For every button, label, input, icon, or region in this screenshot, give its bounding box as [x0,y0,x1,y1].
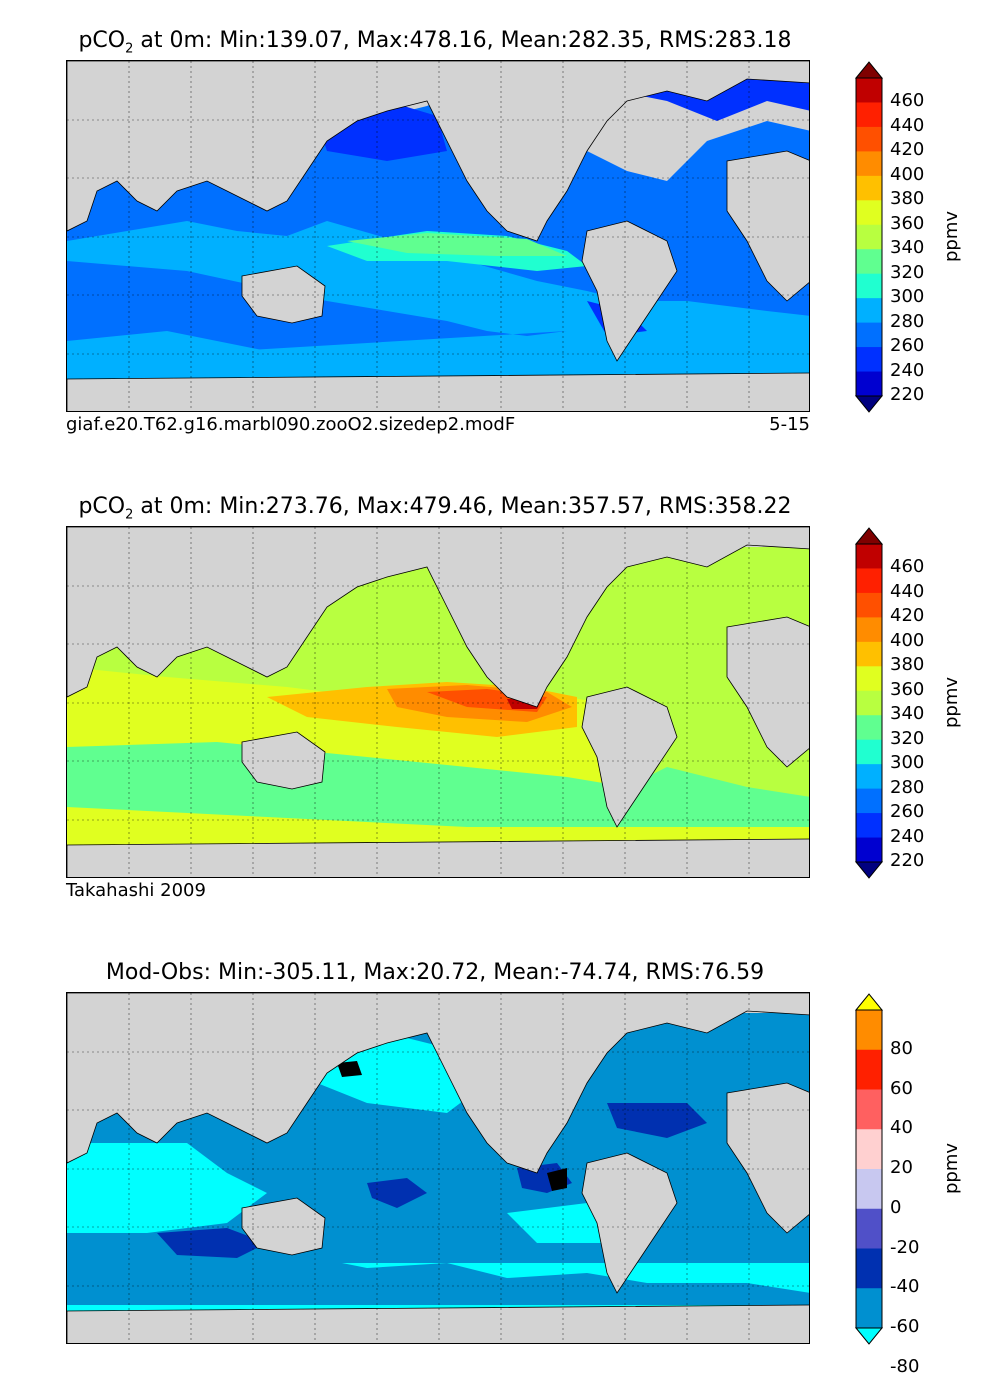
colorbar-tick-label: 320 [890,727,925,749]
world-map [66,526,810,878]
colorbar-unit: ppmv [941,210,963,263]
colorbar-swatch [856,813,882,839]
colorbar-extend-min [854,861,884,879]
colorbar-tick-label: 340 [890,237,925,259]
colorbar [854,61,884,413]
colorbar-swatch [856,1089,882,1130]
panel-title: pCO2 at 0m: Min:273.76, Max:479.46, Mean… [78,494,792,523]
panel-title: pCO2 at 0m: Min:139.07, Max:478.16, Mean… [78,28,792,57]
colorbar [854,527,884,879]
colorbar-swatches [854,993,884,1345]
colorbar-swatch [856,1010,882,1051]
colorbar-swatch [856,1208,882,1249]
colorbar-frame [855,1009,883,1329]
colorbar-unit: ppmv [941,676,963,729]
colorbar-tick-label: 60 [890,1077,913,1099]
colorbar-swatch [856,1049,882,1090]
colorbar-tick-label: 380 [890,188,925,210]
colorbar-tick-label: 460 [890,90,925,112]
colorbar-extend-max [854,61,884,79]
model-case-label: giaf.e20.T62.g16.marbl090.zooO2.sizedep2… [66,414,516,435]
colorbar-swatch [856,1129,882,1170]
colorbar-tick-label: 220 [890,850,925,871]
colorbar-extend-max [854,527,884,545]
colorbar-swatch [856,298,882,324]
colorbar-tick-label: -60 [890,1316,920,1337]
colorbar-tick-label: 80 [890,1037,913,1059]
colorbar-swatch [856,592,882,618]
colorbar-tick-label: 300 [890,286,925,308]
colorbar-frame [855,77,883,397]
colorbar-swatch [856,78,882,103]
colorbar-tick-label: 360 [890,678,925,700]
colorbar-tick-label: 260 [890,335,925,357]
colorbar-swatch [856,568,882,594]
colorbar-swatch [856,1288,882,1329]
world-map [66,992,810,1344]
colorbar-tick-label: 360 [890,212,925,234]
colorbar-tick-label: 440 [890,580,925,602]
colorbar-swatch [856,666,882,692]
colorbar-extend-min [854,395,884,413]
colorbar-swatch [856,764,882,790]
colorbar-tick-label: -40 [890,1276,920,1298]
colorbar-extend-min [854,1327,884,1345]
colorbar-swatch [856,641,882,667]
colorbar-swatch [856,273,882,299]
colorbar-tick-label: 220 [890,384,925,405]
colorbar-swatch [856,837,882,863]
colorbar-tick-label: 320 [890,261,925,283]
colorbar-swatches [854,61,884,413]
colorbar-tick-label: -20 [890,1236,920,1258]
colorbar-swatch [856,1248,882,1289]
years-label: 5-15 [769,414,810,435]
colorbar-swatch [856,102,882,128]
colorbar-tick-label: 440 [890,114,925,136]
colorbar-swatches [854,527,884,879]
colorbar-tick-label: 300 [890,752,925,774]
colorbar-tick-label: 340 [890,703,925,725]
colorbar-swatch [856,126,882,152]
colorbar-tick-label: 240 [890,359,925,381]
colorbar-tick-label: 460 [890,556,925,578]
colorbar-swatch [856,715,882,741]
colorbar-tick-label: 260 [890,801,925,823]
colorbar-swatch [856,249,882,275]
colorbar-swatch [856,371,882,397]
colorbar-tick-label: -80 [890,1355,920,1377]
world-map [66,60,810,412]
colorbar-tick-label: 240 [890,825,925,847]
colorbar-extend-max [854,993,884,1011]
colorbar-swatch [856,739,882,765]
colorbar-swatch [856,617,882,643]
colorbar-tick-label: 400 [890,629,925,651]
colorbar-swatch [856,544,882,569]
colorbar-tick-label: 0 [890,1196,902,1218]
colorbar-tick-label: 420 [890,139,925,161]
obs-source-label: Takahashi 2009 [66,880,206,901]
colorbar-tick-label: 380 [890,654,925,676]
colorbar-swatch [856,224,882,250]
colorbar-tick-label: 20 [890,1157,913,1178]
colorbar-tick-label: 40 [890,1117,913,1139]
colorbar-swatch [856,1169,882,1210]
colorbar-tick-label: 420 [890,605,925,627]
colorbar-swatch [856,788,882,814]
colorbar-tick-label: 280 [890,776,925,798]
colorbar-unit: ppmv [941,1142,963,1195]
colorbar-tick-label: 280 [890,310,925,332]
colorbar-swatch [856,151,882,177]
colorbar-swatch [856,200,882,226]
colorbar-swatch [856,347,882,373]
colorbar-frame [855,543,883,863]
panel-title: Mod-Obs: Min:-305.11, Max:20.72, Mean:-7… [105,960,765,985]
colorbar-swatch [856,175,882,201]
colorbar-swatch [856,690,882,716]
colorbar [854,993,884,1345]
colorbar-tick-label: 400 [890,163,925,185]
colorbar-swatch [856,322,882,348]
